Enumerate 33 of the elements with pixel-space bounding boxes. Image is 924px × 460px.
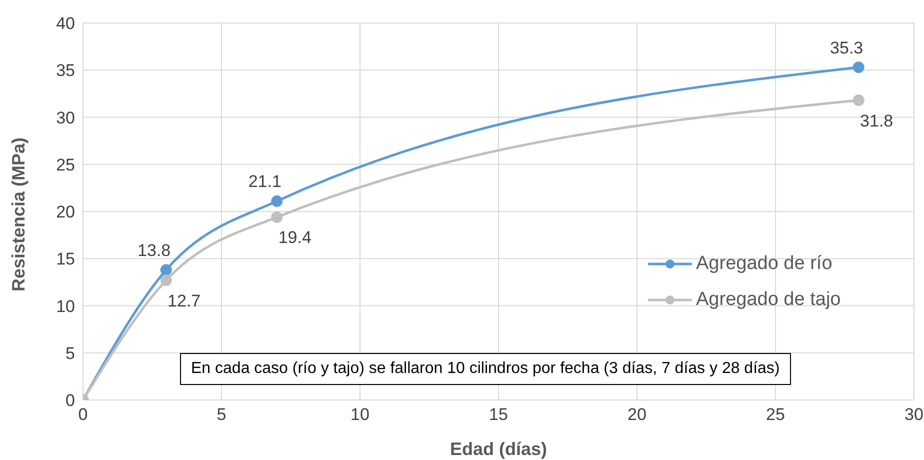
legend-label: Agregado de río [696, 253, 832, 275]
data-label: 31.8 [860, 111, 894, 130]
y-tick-label: 40 [56, 14, 75, 34]
legend-label: Agregado de tajo [696, 289, 841, 311]
data-label: 21.1 [248, 172, 282, 192]
x-tick-label: 20 [628, 405, 646, 424]
y-tick-label: 0 [66, 391, 75, 410]
point [160, 274, 172, 286]
point [271, 211, 283, 223]
y-tick-label: 25 [56, 155, 75, 174]
y-tick-label: 5 [66, 344, 75, 363]
point [271, 195, 283, 207]
y-tick-label: 30 [56, 108, 75, 128]
data-label: 35.3 [830, 38, 864, 58]
x-tick-label: 25 [766, 405, 785, 424]
data-label: 13.8 [138, 240, 171, 260]
y-tick-label: 10 [56, 296, 75, 316]
y-tick-label: 15 [56, 250, 75, 269]
point [160, 264, 172, 276]
x-tick-label: 10 [350, 405, 370, 424]
point [852, 94, 864, 106]
x-tick-label: 30 [904, 405, 924, 424]
point [852, 62, 864, 74]
x-tick-label: 0 [78, 405, 88, 424]
data-label: 12.7 [168, 291, 201, 310]
annotation: En cada caso (río y tajo) se fallaron 10 cilindros por fecha (3 días, 7 días y 28 días) [180, 353, 791, 385]
x-tick-label: 5 [216, 405, 226, 424]
data-label: 19.4 [278, 228, 312, 248]
y-axis-title: Resistencia (MPa) [8, 137, 28, 292]
y-tick-label: 20 [56, 202, 75, 222]
x-tick-label: 15 [489, 405, 508, 424]
y-tick-label: 35 [56, 61, 75, 80]
x-axis-title: Edad (días) [450, 439, 548, 459]
